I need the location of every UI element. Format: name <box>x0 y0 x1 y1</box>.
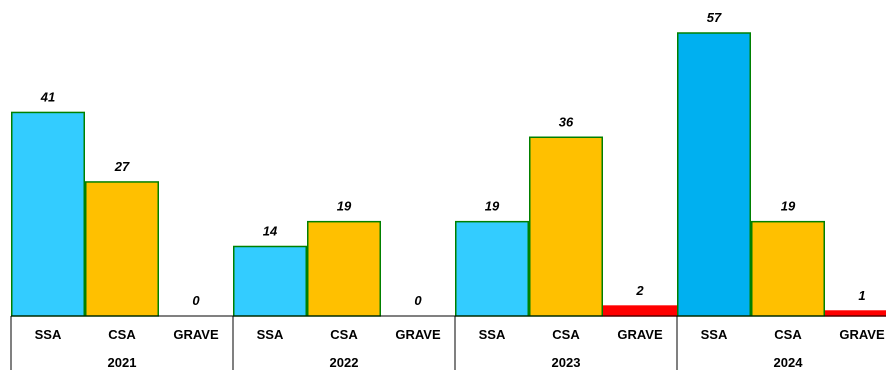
category-label-ssa-2024: SSA <box>701 327 728 342</box>
bar-grave-2023 <box>603 305 677 317</box>
category-label-grave-2023: GRAVE <box>617 327 663 342</box>
bar-ssa-2021 <box>11 111 85 317</box>
value-label-ssa-2022: 14 <box>263 223 278 238</box>
value-label-ssa-2021: 41 <box>40 89 55 104</box>
category-label-ssa-2023: SSA <box>479 327 506 342</box>
bar-ssa-2022 <box>233 245 307 317</box>
value-label-csa-2021: 27 <box>114 159 130 174</box>
value-label-ssa-2024: 57 <box>707 10 722 25</box>
bar-csa-2024 <box>751 220 825 317</box>
bar-ssa-2024 <box>677 32 751 317</box>
value-label-grave-2024: 1 <box>858 288 865 303</box>
year-label-2021: 2021 <box>108 355 137 370</box>
value-label-csa-2023: 36 <box>559 114 574 129</box>
bar-csa-2023 <box>529 136 603 317</box>
value-label-ssa-2023: 19 <box>485 199 500 214</box>
bar-grave-2024 <box>825 310 886 317</box>
bar-ssa-2023 <box>455 220 529 317</box>
year-label-2023: 2023 <box>552 355 581 370</box>
category-label-csa-2023: CSA <box>552 327 580 342</box>
category-label-csa-2022: CSA <box>330 327 358 342</box>
category-label-ssa-2022: SSA <box>257 327 284 342</box>
category-label-ssa-2021: SSA <box>35 327 62 342</box>
bars-layer <box>11 32 886 317</box>
value-label-csa-2022: 19 <box>337 199 352 214</box>
category-label-csa-2024: CSA <box>774 327 802 342</box>
value-labels-layer: 41 27 0 14 19 0 19 36 2 57 19 1 <box>40 10 866 308</box>
bar-csa-2021 <box>85 181 159 317</box>
category-label-grave-2021: GRAVE <box>173 327 219 342</box>
year-label-2022: 2022 <box>330 355 359 370</box>
value-label-grave-2023: 2 <box>635 283 644 298</box>
category-label-grave-2024: GRAVE <box>839 327 885 342</box>
value-label-csa-2024: 19 <box>781 199 796 214</box>
value-label-grave-2021: 0 <box>192 293 200 308</box>
category-axis: SSA CSA GRAVE 2021 SSA CSA GRAVE 2022 SSA CSA GRAV… <box>10 315 886 370</box>
category-label-grave-2022: GRAVE <box>395 327 441 342</box>
year-label-2024: 2024 <box>774 355 804 370</box>
value-label-grave-2022: 0 <box>414 293 422 308</box>
bar-csa-2022 <box>307 220 381 317</box>
category-label-csa-2021: CSA <box>108 327 136 342</box>
